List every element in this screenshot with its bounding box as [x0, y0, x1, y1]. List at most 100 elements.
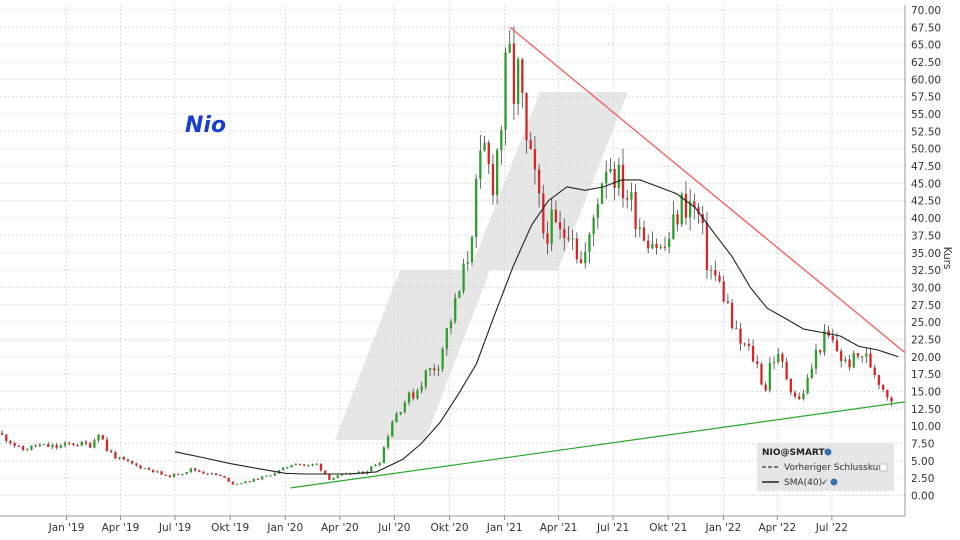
candle-up: [860, 356, 864, 358]
candle-up: [156, 471, 159, 473]
candle-up: [483, 142, 486, 151]
candle-up: [399, 411, 402, 414]
y-tick-label: 70.00: [911, 5, 941, 17]
candle-down: [798, 396, 801, 399]
candle-up: [449, 321, 453, 329]
candle-down: [177, 473, 180, 475]
candle-down: [521, 59, 524, 93]
legend-toggle-prev-close[interactable]: [879, 463, 888, 472]
candle-down: [34, 445, 37, 447]
candle-down: [491, 163, 495, 196]
candle-down: [147, 468, 151, 470]
candle-down: [533, 149, 537, 170]
legend: NIO@SMART Vorheriger Schlusskurs SMA(40)…: [757, 443, 894, 491]
candle-down: [135, 463, 138, 466]
candle-down: [412, 392, 415, 399]
candle-down: [751, 346, 755, 362]
candle-up: [189, 468, 193, 473]
candle-down: [89, 443, 92, 448]
candle-down: [793, 392, 797, 397]
candle-down: [529, 140, 532, 150]
y-tick-label: 15.00: [911, 386, 941, 398]
candle-up: [42, 444, 46, 446]
candle-up: [823, 330, 826, 353]
candle-up: [592, 217, 595, 235]
candle-down: [5, 434, 8, 441]
watermark-bar-left: [335, 270, 490, 440]
y-tick-label: 40.00: [911, 213, 941, 225]
y-axis-label: Kurs: [941, 247, 953, 270]
candle-down: [223, 476, 226, 478]
y-tick-label: 30.00: [911, 282, 941, 294]
watermark-bar-right: [470, 92, 628, 270]
y-tick-label: 35.00: [911, 248, 941, 260]
candle-up: [181, 473, 184, 475]
candle-up: [571, 238, 574, 240]
candle-up: [172, 473, 176, 478]
candle-up: [395, 413, 398, 423]
candle-up: [391, 422, 394, 437]
candle-down: [567, 237, 570, 240]
x-tick-label: Okt '21: [649, 522, 687, 534]
x-tick-label: Jul '21: [596, 522, 629, 534]
candle-down: [84, 441, 88, 444]
candle-up: [806, 377, 809, 394]
candle-down: [840, 351, 843, 362]
candle-up: [97, 435, 100, 441]
x-tick-label: Apr '22: [758, 522, 796, 534]
candle-up: [617, 164, 620, 188]
candle-down: [726, 301, 730, 303]
candle-down: [126, 459, 130, 462]
candle-up: [26, 449, 29, 451]
candle-down: [101, 435, 104, 440]
candle-up: [638, 227, 641, 229]
chart-title: Nio: [185, 113, 226, 138]
candle-up: [63, 442, 67, 446]
candle-up: [386, 436, 390, 448]
candle-down: [621, 164, 625, 199]
x-tick-label: Okt '20: [430, 522, 468, 534]
candle-up: [466, 262, 469, 264]
candle-down: [890, 397, 893, 402]
candle-down: [856, 353, 860, 357]
watermark-logo: [335, 92, 628, 440]
candle-up: [479, 150, 482, 179]
candle-down: [319, 463, 323, 471]
candle-up: [516, 59, 520, 104]
x-tick-label: Jan '21: [486, 522, 523, 534]
candle-down: [13, 443, 16, 446]
y-tick-label: 25.00: [911, 317, 941, 329]
y-tick-label: 2.50: [911, 473, 934, 485]
candle-down: [202, 471, 205, 474]
settings-icon[interactable]: [830, 478, 838, 486]
candle-down: [231, 481, 234, 485]
x-tick-label: Okt '19: [211, 522, 249, 534]
legend-entry-sma: SMA(40): [784, 478, 822, 488]
candle-up: [428, 368, 432, 371]
candle-up: [118, 457, 121, 459]
y-tick-label: 0.00: [911, 491, 934, 503]
candle-up: [504, 52, 507, 130]
x-tick-label: Jan '19: [48, 522, 85, 534]
candle-down: [705, 223, 709, 271]
candle-up: [269, 475, 272, 477]
candle-down: [21, 446, 25, 450]
checkmark-icon[interactable]: ✓: [821, 478, 829, 488]
candle-down: [114, 452, 117, 459]
candle-down: [214, 473, 218, 475]
grid: [0, 5, 905, 516]
candle-up: [680, 194, 683, 225]
info-icon[interactable]: [824, 448, 832, 456]
candle-down: [760, 363, 763, 385]
candle-up: [332, 477, 335, 480]
candle-down: [626, 198, 629, 200]
candle-down: [730, 302, 734, 328]
legend-title: NIO@SMART: [762, 448, 825, 458]
candle-up: [93, 440, 96, 448]
candle-up: [336, 475, 339, 478]
candle-up: [282, 467, 285, 471]
y-tick-label: 57.50: [911, 92, 941, 104]
candle-down: [105, 439, 109, 451]
candle-down: [831, 335, 834, 341]
